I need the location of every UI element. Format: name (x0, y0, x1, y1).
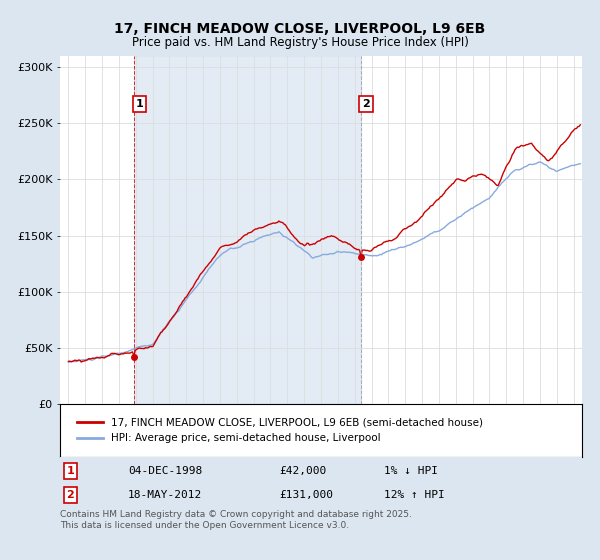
Text: Price paid vs. HM Land Registry's House Price Index (HPI): Price paid vs. HM Land Registry's House … (131, 36, 469, 49)
Text: 18-MAY-2012: 18-MAY-2012 (128, 490, 202, 500)
Text: Contains HM Land Registry data © Crown copyright and database right 2025.
This d: Contains HM Land Registry data © Crown c… (60, 510, 412, 530)
Text: £131,000: £131,000 (279, 490, 333, 500)
Text: £42,000: £42,000 (279, 466, 326, 476)
Text: 1: 1 (67, 466, 74, 476)
Text: 04-DEC-1998: 04-DEC-1998 (128, 466, 202, 476)
Text: 12% ↑ HPI: 12% ↑ HPI (383, 490, 445, 500)
Legend: 17, FINCH MEADOW CLOSE, LIVERPOOL, L9 6EB (semi-detached house), HPI: Average pr: 17, FINCH MEADOW CLOSE, LIVERPOOL, L9 6E… (70, 412, 490, 450)
Text: 17, FINCH MEADOW CLOSE, LIVERPOOL, L9 6EB: 17, FINCH MEADOW CLOSE, LIVERPOOL, L9 6E… (115, 22, 485, 36)
Text: 2: 2 (67, 490, 74, 500)
Text: 1% ↓ HPI: 1% ↓ HPI (383, 466, 437, 476)
Text: 1: 1 (136, 99, 143, 109)
Text: 2: 2 (362, 99, 370, 109)
Bar (134, 56, 361, 404)
